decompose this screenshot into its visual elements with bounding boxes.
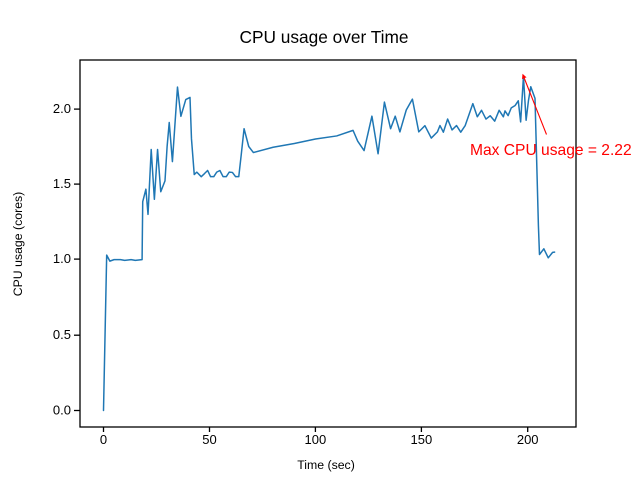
svg-text:50: 50 bbox=[202, 432, 216, 447]
svg-text:Time (sec): Time (sec) bbox=[297, 458, 355, 472]
svg-text:Max CPU usage = 2.22: Max CPU usage = 2.22 bbox=[470, 142, 632, 159]
svg-text:1.0: 1.0 bbox=[53, 251, 71, 266]
svg-text:CPU usage (cores): CPU usage (cores) bbox=[11, 192, 25, 297]
svg-text:0: 0 bbox=[100, 432, 107, 447]
svg-text:1.5: 1.5 bbox=[53, 176, 71, 191]
svg-text:0.0: 0.0 bbox=[53, 403, 71, 418]
svg-text:100: 100 bbox=[305, 432, 327, 447]
svg-text:0.5: 0.5 bbox=[53, 327, 71, 342]
svg-text:CPU usage over Time: CPU usage over Time bbox=[239, 27, 408, 47]
svg-text:150: 150 bbox=[411, 432, 433, 447]
svg-text:2.0: 2.0 bbox=[53, 101, 71, 116]
svg-text:200: 200 bbox=[517, 432, 539, 447]
